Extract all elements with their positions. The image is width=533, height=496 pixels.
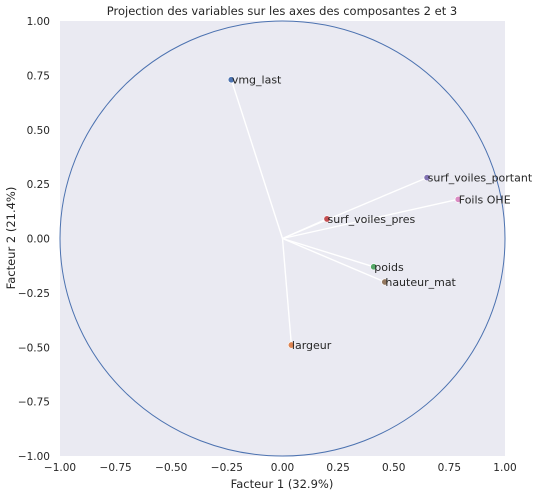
y-tick-label: −1.00 [18,451,50,463]
y-axis-label: Facteur 2 (21.4%) [4,187,18,290]
point-marker [454,195,462,203]
point-marker [323,215,331,223]
point-markers [227,76,462,349]
unit-circle-layer [59,20,506,457]
point-label: surf_voiles_pres [328,213,416,226]
vector-line [281,238,293,346]
chart-title: Projection des variables sur les axes de… [107,4,457,18]
x-tick-label: −1.00 [44,462,76,474]
point-marker [423,174,431,182]
vector-line [282,218,328,240]
y-tick-label: 0.50 [27,125,50,137]
x-tick-label: 1.00 [493,462,516,474]
y-tick-label: 0.25 [27,179,50,191]
x-axis-label: Facteur 1 (32.9%) [231,477,334,491]
y-tick-label: 0.00 [27,234,50,246]
point-label: surf_voiles_portant [428,172,533,185]
vector-line [282,237,386,283]
point-label: Foils OHE [459,193,511,206]
y-axis-ticks: −1.00 −0.75 −0.50 −0.25 0.00 0.25 0.50 0.75 1.00 [18,16,50,463]
vector-line [282,237,374,268]
point-marker [370,263,378,271]
x-tick-label: 0.75 [438,462,461,474]
point-marker [287,341,295,349]
y-tick-label: −0.25 [18,288,50,300]
y-tick-label: 1.00 [27,16,50,28]
unit-circle [59,20,506,457]
x-tick-label: −0.50 [155,462,187,474]
vector-line [230,79,284,239]
y-tick-label: 0.75 [27,70,50,82]
vector-line [282,198,459,240]
point-label: vmg_last [232,74,282,87]
point-label: hauteur_mat [385,276,456,289]
point-marker [381,278,389,286]
x-tick-label: 0.00 [271,462,294,474]
x-tick-label: −0.25 [211,462,243,474]
x-tick-label: 0.50 [382,462,405,474]
x-tick-label: −0.75 [100,462,132,474]
point-marker [227,76,235,84]
point-labels: vmg_last surf_voiles_portant Foils OHE surf… [232,74,533,352]
y-tick-label: −0.50 [18,342,50,354]
point-label: poids [374,261,404,274]
x-axis-ticks: −1.00 −0.75 −0.50 −0.25 0.00 0.25 0.50 0.75 1.00 [44,462,517,474]
vector-lines [230,79,459,346]
x-tick-label: 0.25 [326,462,349,474]
point-label: largeur [292,339,332,352]
y-tick-label: −0.75 [18,397,50,409]
